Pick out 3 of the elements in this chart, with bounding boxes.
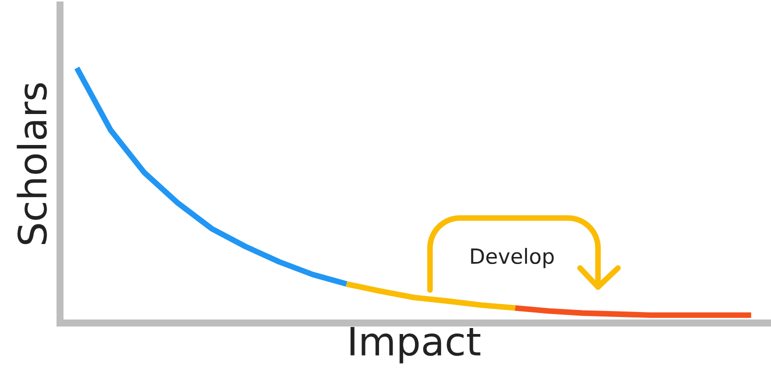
annotation: Develop [471, 248, 554, 268]
x-axis-title: Impact [350, 326, 480, 364]
y-axis-title: Scholars [16, 83, 47, 244]
